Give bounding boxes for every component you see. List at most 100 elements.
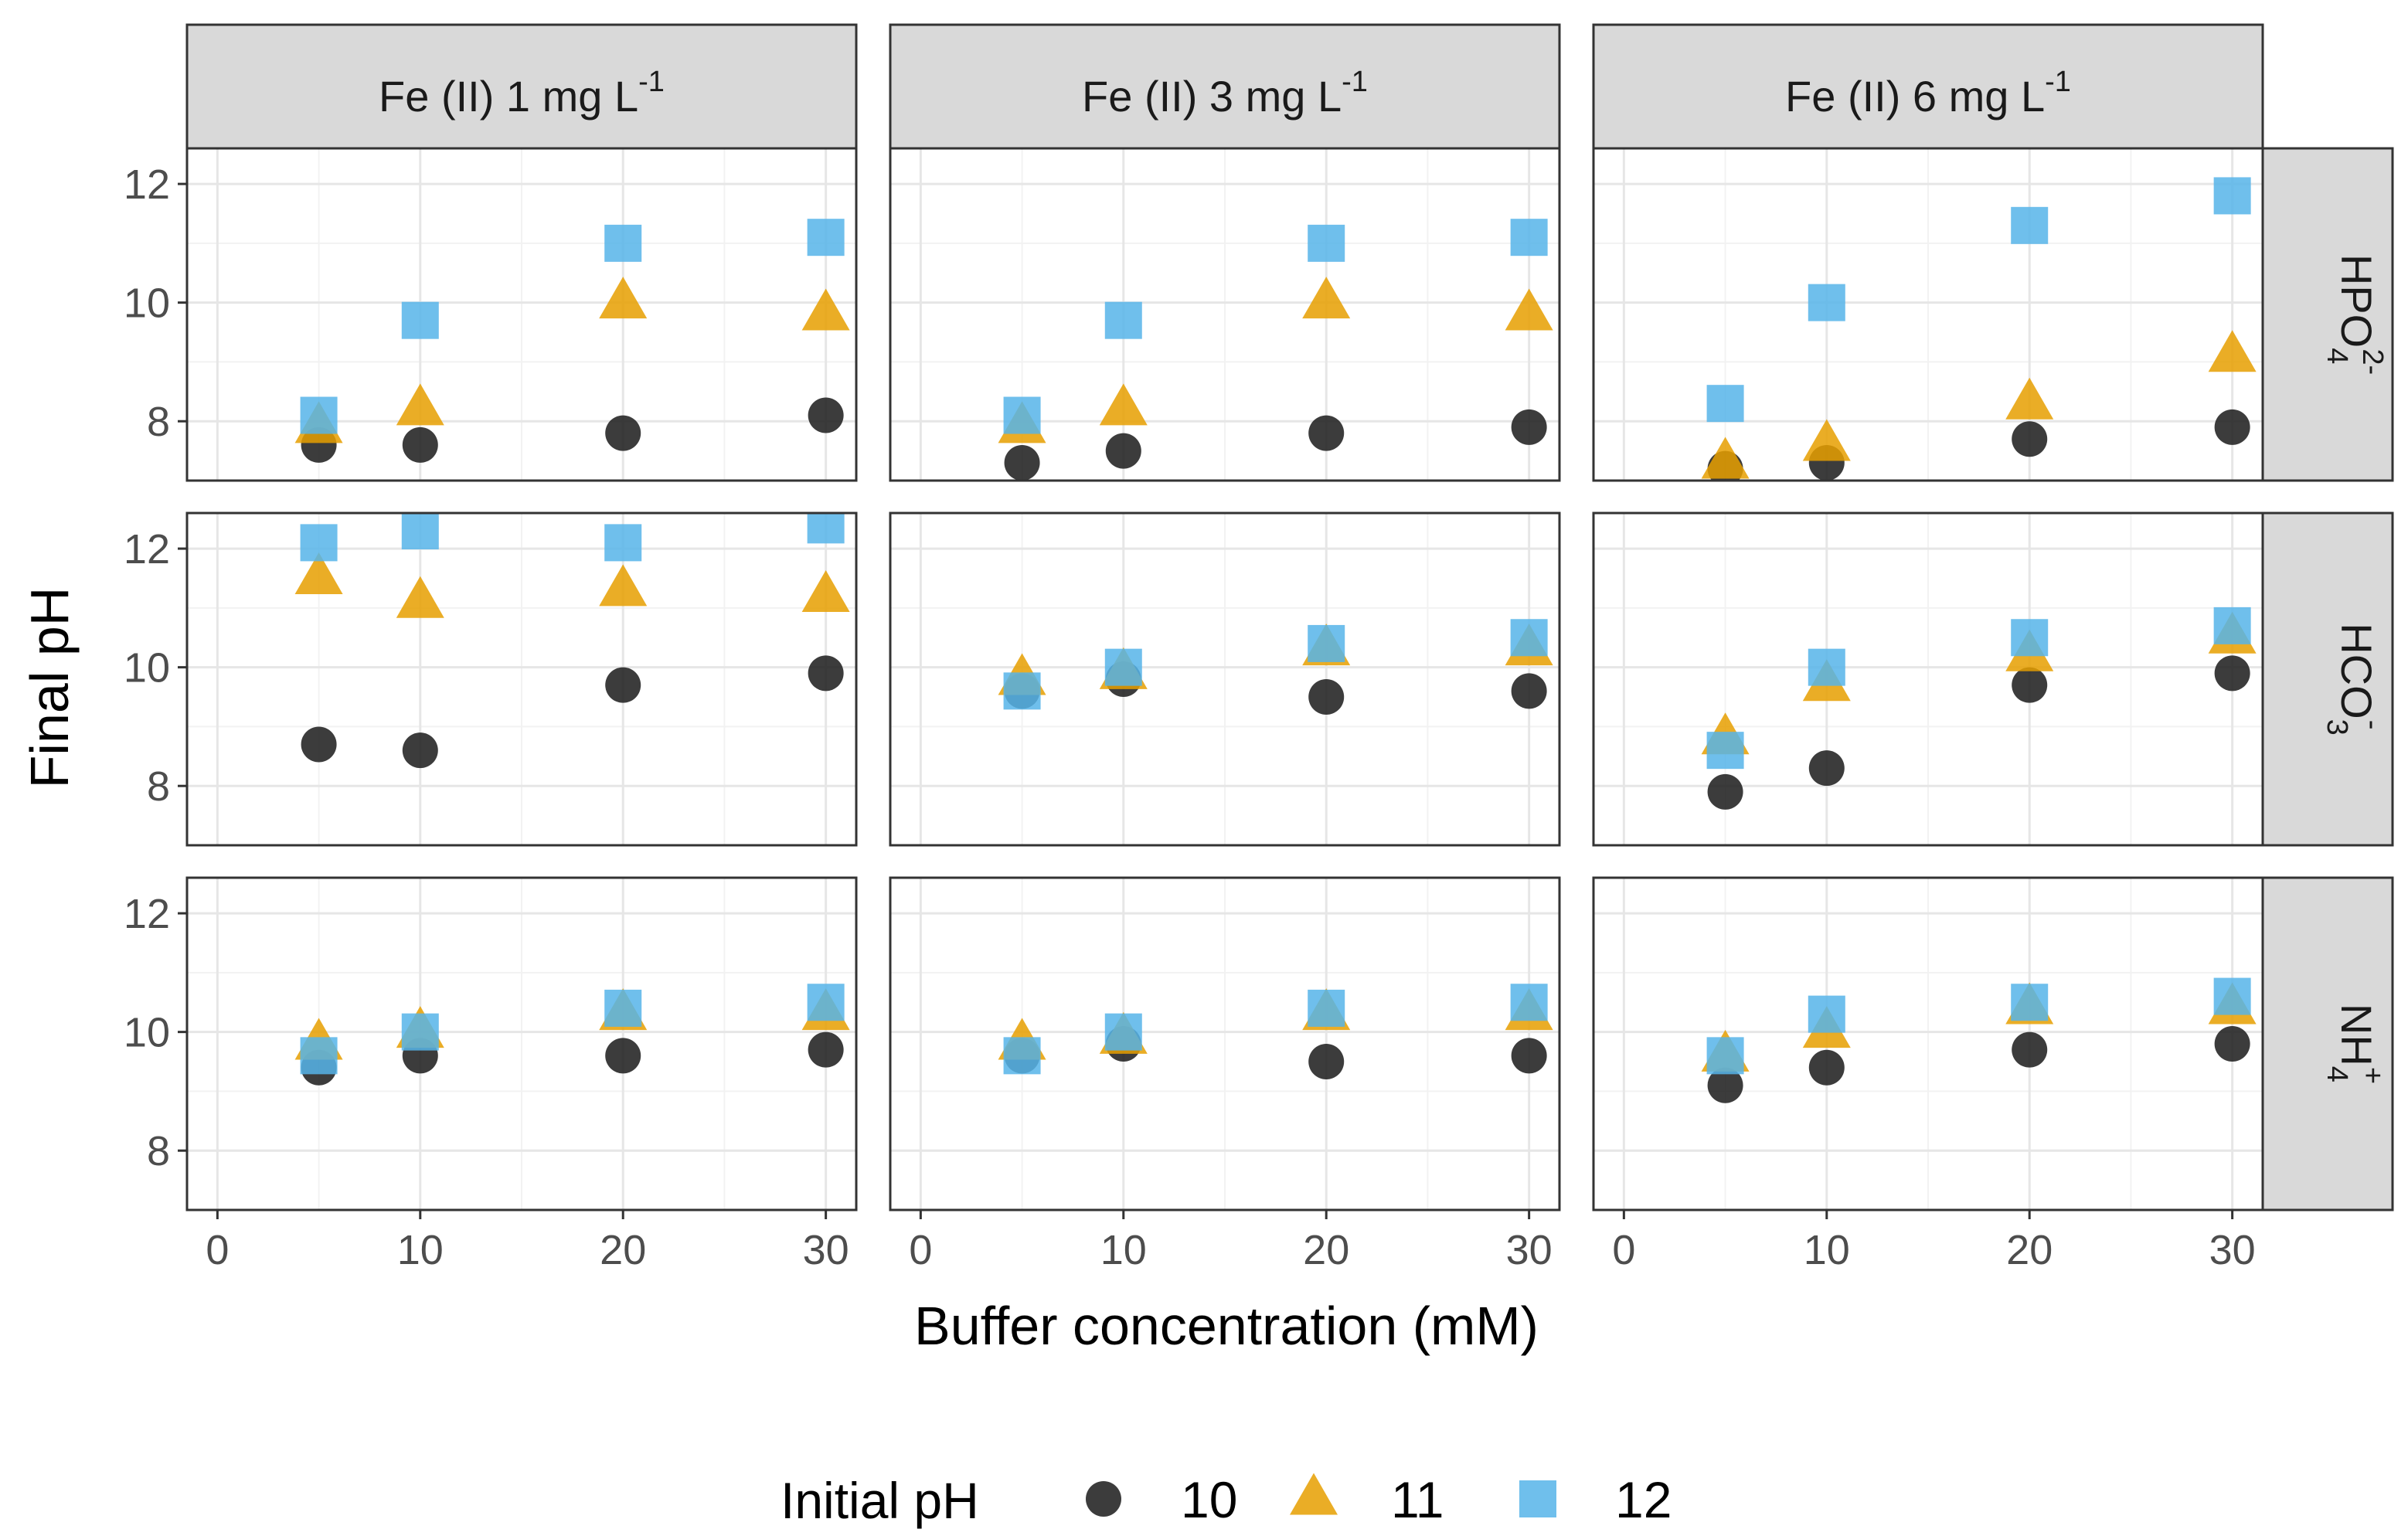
point-ph12-hco3-fe3-x30 [1510,619,1548,657]
x-tick-label: 30 [803,1227,849,1273]
point-ph12-hco3-fe6-x20 [2011,619,2049,657]
point-ph12-hpo4-fe3-x10 [1104,301,1142,339]
point-ph11-hpo4-fe1-x10 [396,383,444,426]
point-ph10-nh4-fe1-x30 [808,1031,844,1068]
point-ph11-hpo4-fe3-x30 [1505,288,1553,331]
point-ph11-hpo4-fe6-x5 [1701,437,1750,479]
x-tick-label: 10 [1100,1227,1147,1273]
clipped-points [1701,177,2257,481]
panel-points [1701,977,2257,1103]
clipped-points [998,219,1553,481]
y-tick-label: 8 [147,763,170,810]
x-tick-label: 0 [1612,1227,1635,1273]
x-axis-ticks: 0 10 20 30 0 10 20 30 0 10 20 30 [206,1210,2256,1273]
y-tick-label: 8 [147,1128,170,1174]
point-ph10-hco3-fe6-x20 [2012,667,2048,703]
point-ph11-hpo4-fe3-x20 [1302,277,1351,319]
panel-nh4-fe1 [185,876,858,1211]
legend-key-11 [1290,1473,1338,1515]
point-ph12-hpo4-fe3-x5 [1003,396,1041,434]
clipped-points [294,513,850,769]
panel-grid: Fe (II) 1 mg L-1 Fe (II) 3 mg L-1 Fe (II) … [185,23,2394,1211]
point-ph10-hpo4-fe3-x30 [1511,409,1547,445]
point-ph11-hpo4-fe3-x10 [1099,383,1148,426]
y-tick-label: 12 [124,891,170,937]
point-ph12-nh4-fe1-x30 [807,984,845,1021]
panel-hpo4-fe1 [185,147,858,482]
panel-hco3-fe1 [185,511,858,847]
point-ph12-hpo4-fe3-x30 [1510,219,1548,257]
point-ph11-hpo4-fe1-x20 [599,277,648,319]
point-ph10-hco3-fe1-x20 [605,667,641,703]
point-ph10-nh4-fe3-x30 [1511,1038,1547,1074]
facet-strip-hco3 [2261,511,2394,847]
legend-label-11: 11 [1391,1471,1444,1528]
point-ph12-nh4-fe1-x20 [604,989,642,1027]
point-ph10-hco3-fe3-x30 [1511,673,1547,709]
panel-points [1701,177,2257,481]
point-ph10-hco3-fe1-x10 [402,732,438,769]
panel-points [1701,607,2257,810]
point-ph10-nh4-fe6-x10 [1808,1049,1845,1086]
facet-strip-nh4 [2261,876,2394,1211]
clipped-points [1701,607,2257,810]
point-ph12-nh4-fe6-x30 [2213,977,2251,1015]
facet-strip-label-fe1: Fe (II) 1 mg L-1 [379,66,665,121]
facet-strip-fe3 [889,23,1561,150]
panel-points [998,619,1553,715]
x-axis-title: Buffer concentration (mM) [914,1296,1539,1356]
point-ph10-hco3-fe1-x30 [808,655,844,692]
y-tick-label: 12 [124,526,170,573]
point-ph12-hco3-fe1-x20 [604,524,642,562]
point-ph10-nh4-fe1-x20 [605,1038,641,1074]
panel-nh4-fe3 [889,876,1561,1211]
panel-points [294,219,850,463]
y-tick-label: 12 [124,161,170,208]
point-ph12-nh4-fe3-x30 [1510,984,1548,1021]
panel-hco3-fe6 [1592,511,2264,847]
legend-key-10 [1086,1481,1121,1517]
x-tick-label: 10 [1804,1227,1850,1273]
facet-strip-fe6 [1592,23,2264,150]
point-ph10-hco3-fe6-x30 [2214,655,2250,692]
point-ph12-nh4-fe3-x5 [1003,1037,1041,1075]
point-ph12-hpo4-fe6-x10 [1808,284,1845,321]
panel-nh4-fe6 [1592,876,2264,1211]
point-ph12-hco3-fe1-x30 [807,513,845,544]
point-ph12-hco3-fe6-x5 [1706,732,1744,770]
y-tick-label: 10 [124,280,170,327]
panel-border [889,147,1561,482]
y-tick-label: 8 [147,399,170,445]
point-ph10-hpo4-fe1-x10 [402,426,438,463]
x-tick-label: 0 [206,1227,229,1273]
point-ph10-hpo4-fe3-x5 [1004,444,1040,481]
point-ph12-hco3-fe1-x10 [401,513,439,550]
y-tick-label: 10 [124,1010,170,1056]
point-ph12-hpo4-fe1-x5 [300,396,338,434]
panel-border [889,876,1561,1211]
panel-points [998,984,1553,1080]
point-ph10-nh4-fe3-x20 [1308,1044,1345,1080]
y-axis-ticks: 8 10 12 8 10 12 8 10 12 [124,161,187,1174]
clipped-points [294,984,850,1086]
point-ph12-nh4-fe6-x10 [1808,995,1845,1033]
point-ph11-hco3-fe1-x30 [801,570,850,613]
point-ph10-nh4-fe6-x20 [2012,1031,2048,1068]
x-tick-label: 30 [1506,1227,1553,1273]
point-ph10-hpo4-fe6-x30 [2214,409,2250,445]
point-ph10-hpo4-fe3-x10 [1105,433,1141,469]
panel-points [998,219,1553,481]
x-tick-label: 10 [397,1227,444,1273]
point-ph11-hco3-fe1-x10 [396,576,444,618]
clipped-points [294,219,850,463]
facet-strip-hpo4 [2261,147,2394,482]
legend-title: Initial pH [781,1472,979,1529]
point-ph10-hco3-fe1-x5 [301,726,337,763]
point-ph10-hpo4-fe3-x20 [1308,415,1345,451]
point-ph12-hco3-fe6-x30 [2213,607,2251,644]
point-ph10-nh4-fe6-x5 [1707,1067,1743,1103]
point-ph10-hpo4-fe1-x30 [808,397,844,433]
point-ph12-hco3-fe3-x5 [1003,672,1041,710]
point-ph12-hco3-fe6-x10 [1808,648,1845,686]
